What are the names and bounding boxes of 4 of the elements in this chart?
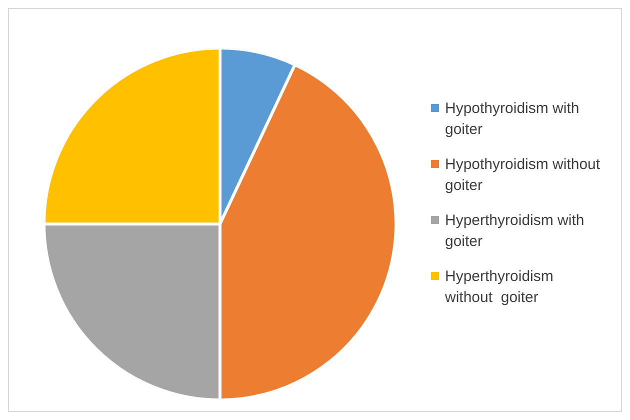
legend-label: Hyperthyroidism with goiter [445,211,586,252]
legend-label: Hypothyroidism with goiter [445,99,580,140]
legend-label: Hyperthyroidism without goiter [445,267,554,308]
legend-label: Hypothyroidism without goiter [445,155,601,196]
